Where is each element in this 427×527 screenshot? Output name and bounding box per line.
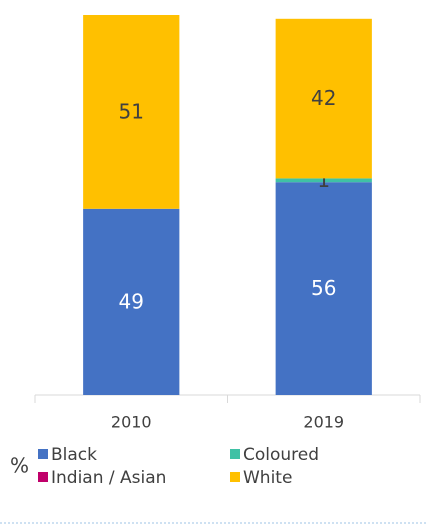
- data-label: 51: [119, 99, 144, 123]
- unit-label: %: [10, 454, 29, 478]
- data-label: 56: [311, 276, 336, 300]
- legend-label: White: [243, 468, 292, 488]
- x-tick-label: 2019: [303, 413, 344, 432]
- bar-segment: [275, 178, 372, 183]
- data-label: 49: [119, 289, 144, 313]
- bar-segment: [275, 18, 372, 179]
- legend-swatch: [230, 472, 240, 482]
- legend-swatch: [38, 472, 48, 482]
- legend-swatch: [230, 449, 240, 459]
- legend-label: Indian / Asian: [51, 468, 166, 488]
- bar-segment: [83, 208, 180, 395]
- legend-swatch: [38, 449, 48, 459]
- data-label: 42: [311, 86, 336, 110]
- legend-label: Black: [51, 445, 97, 465]
- bar-segment: [275, 182, 372, 395]
- bar-segment: [83, 15, 180, 209]
- legend-label: Coloured: [243, 445, 319, 465]
- x-tick-label: 2010: [111, 413, 152, 432]
